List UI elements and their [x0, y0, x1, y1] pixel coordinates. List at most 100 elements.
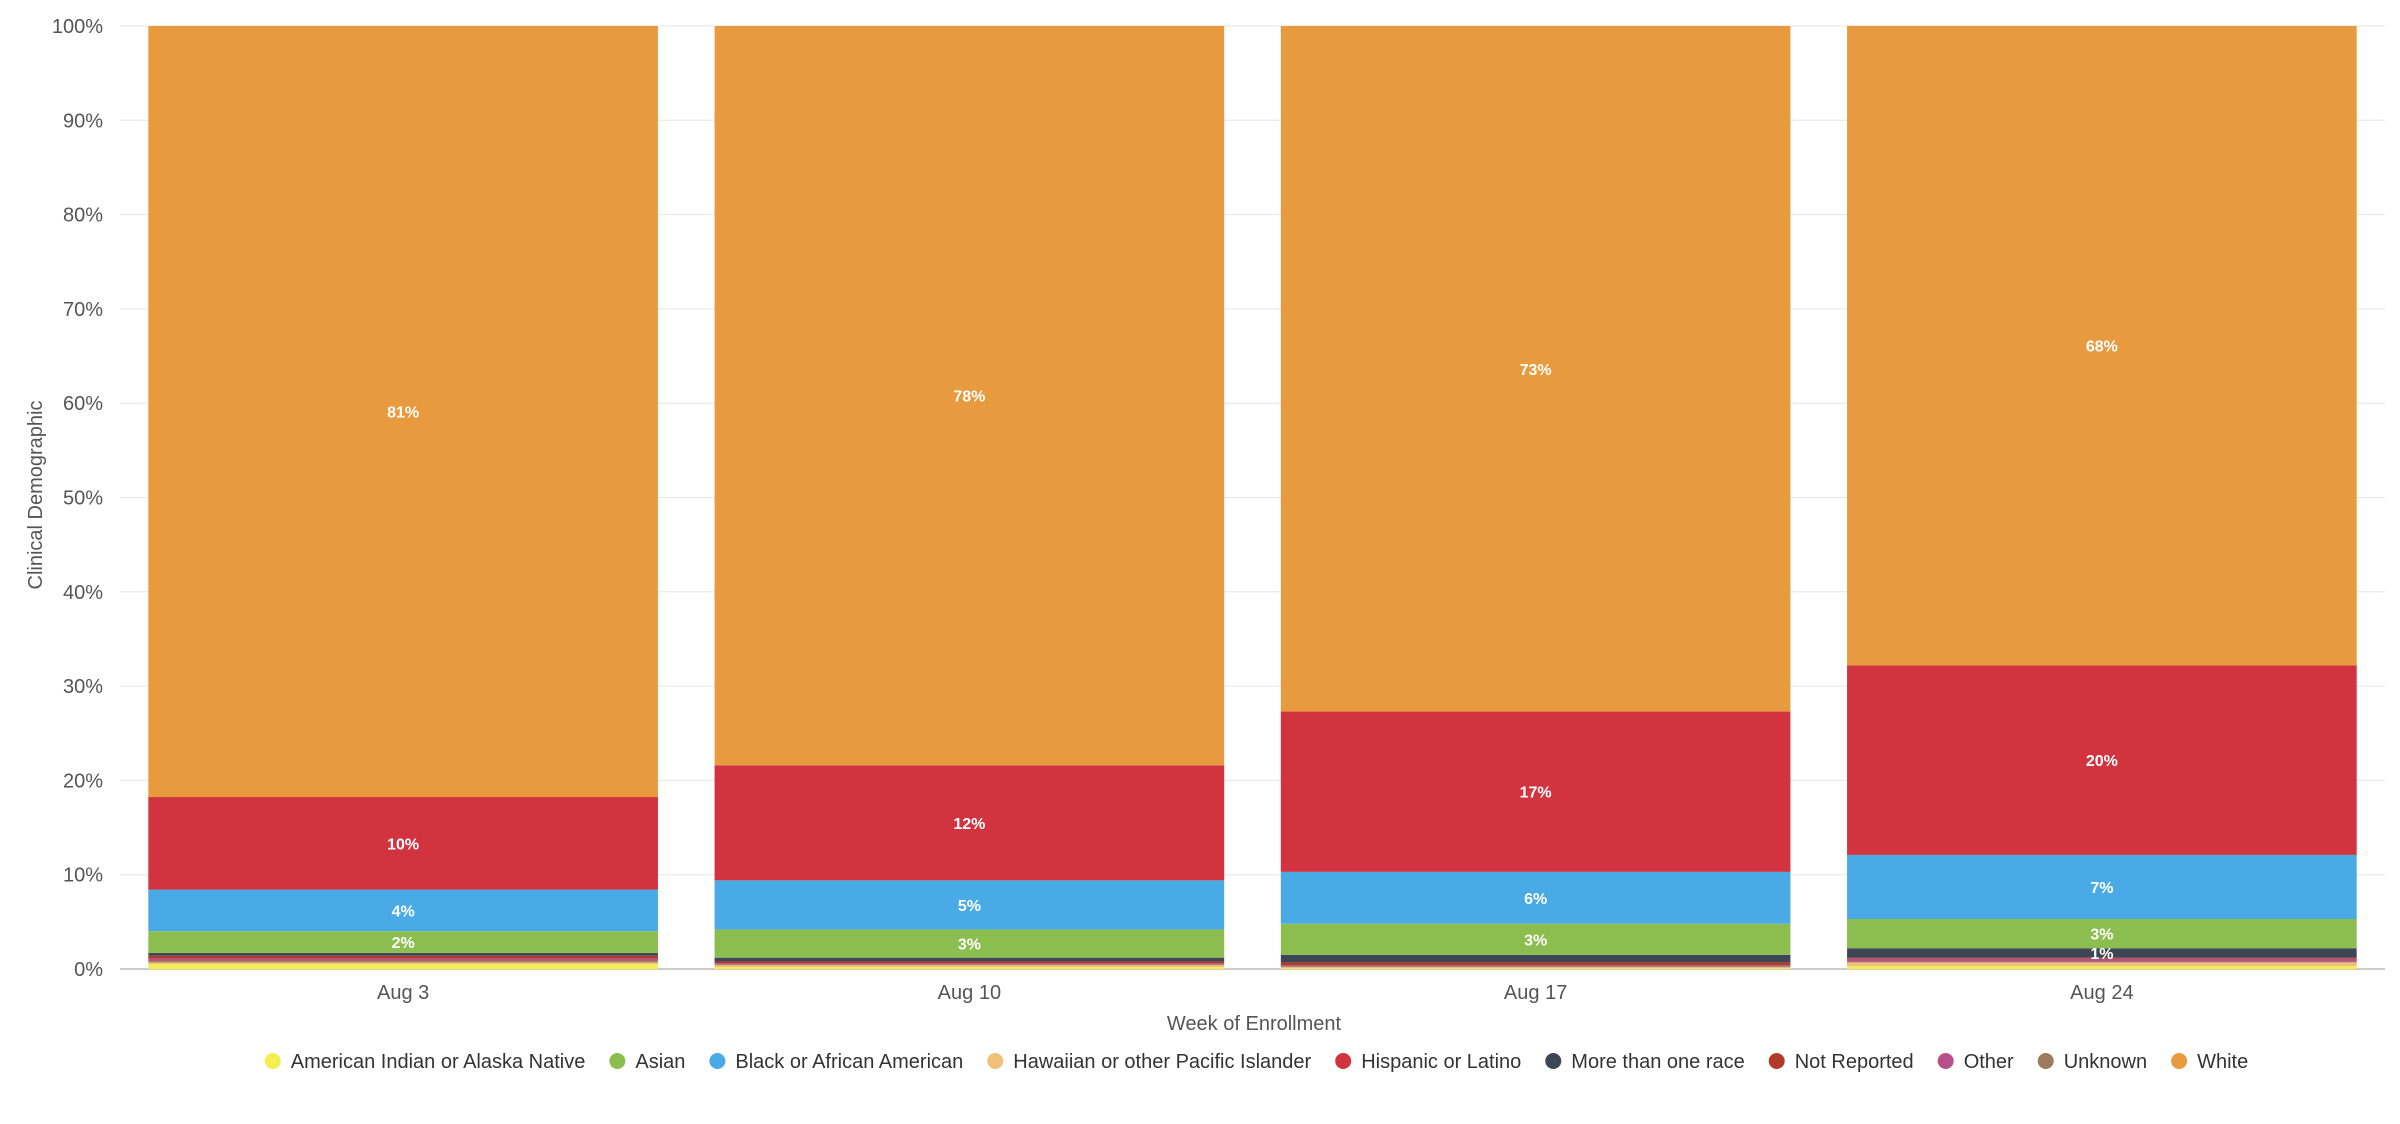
legend-marker-icon — [1545, 1053, 1562, 1069]
legend-label: Hawaiian or other Pacific Islander — [1013, 1051, 1311, 1073]
data-label: 6% — [1524, 891, 1547, 908]
bar-segment — [1847, 919, 2357, 949]
bar-segment — [148, 797, 658, 890]
bar-segment — [714, 961, 1225, 964]
data-label: 78% — [953, 389, 985, 406]
bar-segment — [148, 931, 658, 953]
bar-segment — [1847, 665, 2357, 855]
bars — [148, 26, 2357, 969]
y-tick-label: 60% — [63, 393, 103, 415]
data-labels: 2% 4% 10% 81% 3% 5% 12% 78% 3% 6% 17% 73% 1% 3% 7% 20% 6… — [387, 339, 2118, 963]
data-label: 4% — [392, 903, 415, 920]
legend-label: American Indian or Alaska Native — [291, 1051, 586, 1073]
legend-item[interactable]: White — [2171, 1051, 2248, 1073]
data-label: 1% — [2090, 946, 2113, 963]
legend-item[interactable]: Hispanic or Latino — [1335, 1051, 1521, 1073]
legend-label: Hispanic or Latino — [1361, 1051, 1521, 1073]
legend-item[interactable]: Hawaiian or other Pacific Islander — [987, 1051, 1312, 1073]
bar-segment — [1280, 962, 1791, 966]
legend-marker-icon — [709, 1053, 726, 1069]
bar-segment — [714, 880, 1225, 930]
data-label: 10% — [387, 836, 419, 853]
bar-segment — [714, 963, 1225, 965]
data-label: 3% — [958, 937, 981, 954]
y-axis-title: Clinical Demographic — [25, 401, 47, 590]
legend: American Indian or Alaska Native Asian Bla… — [264, 1051, 2248, 1073]
bar-segment — [148, 960, 658, 963]
y-axis: 0% 10% 20% 30% 40% 50% 60% 70% 80% 90% 100% — [52, 16, 103, 981]
bar-segment — [714, 965, 1225, 968]
y-tick-label: 70% — [63, 299, 103, 321]
bar-segment — [1847, 957, 2357, 959]
y-tick-label: 90% — [63, 110, 103, 132]
bar-segment — [1847, 854, 2357, 920]
bar-segment — [714, 929, 1225, 958]
bar-segment — [1280, 26, 1791, 712]
x-tick-label: Aug 17 — [1504, 982, 1567, 1004]
bar-segment — [148, 952, 658, 956]
bar-segment — [148, 889, 658, 932]
bar-segment — [1280, 871, 1791, 924]
legend-item[interactable]: Unknown — [2037, 1051, 2147, 1073]
legend-label: Not Reported — [1795, 1051, 1914, 1073]
legend-marker-icon — [1768, 1053, 1785, 1069]
y-tick-label: 80% — [63, 205, 103, 227]
data-label: 20% — [2086, 753, 2118, 770]
data-label: 17% — [1520, 785, 1552, 802]
legend-item[interactable]: Asian — [609, 1051, 685, 1073]
legend-label: Unknown — [2064, 1051, 2147, 1073]
legend-marker-icon — [1335, 1053, 1352, 1069]
legend-label: More than one race — [1571, 1051, 1744, 1073]
y-tick-label: 100% — [52, 16, 103, 38]
data-label: 3% — [2090, 927, 2113, 944]
bar-segment — [714, 765, 1225, 881]
data-label: 81% — [387, 405, 419, 422]
data-label: 73% — [1520, 362, 1552, 379]
legend-item[interactable]: More than one race — [1545, 1051, 1745, 1073]
data-label: 3% — [1524, 932, 1547, 949]
y-tick-label: 20% — [63, 770, 103, 792]
legend-label: Other — [1964, 1051, 2014, 1073]
bar-segment — [1280, 954, 1791, 963]
y-tick-label: 0% — [74, 959, 103, 981]
data-label: 2% — [392, 935, 415, 952]
bar-segment — [1280, 711, 1791, 872]
legend-label: White — [2197, 1051, 2248, 1073]
legend-marker-icon — [987, 1053, 1004, 1069]
y-tick-label: 50% — [63, 488, 103, 510]
bar-segment — [148, 26, 658, 798]
bar-segment — [714, 957, 1225, 962]
legend-marker-icon — [264, 1053, 281, 1069]
bar-segment — [148, 964, 658, 969]
legend-item[interactable]: American Indian or Alaska Native — [264, 1051, 586, 1073]
bar-segment — [1847, 958, 2357, 962]
legend-marker-icon — [2037, 1053, 2054, 1069]
bar-segment — [714, 964, 1225, 966]
y-tick-label: 30% — [63, 676, 103, 698]
legend-label: Asian — [635, 1051, 685, 1073]
bar-segment — [1280, 968, 1791, 969]
x-axis-title: Week of Enrollment — [1167, 1013, 1342, 1035]
legend-item[interactable]: Not Reported — [1768, 1051, 1914, 1073]
data-label: 68% — [2086, 339, 2118, 356]
legend-item[interactable]: Other — [1937, 1051, 2014, 1073]
x-tick-label: Aug 10 — [938, 982, 1001, 1004]
x-tick-label: Aug 3 — [377, 982, 429, 1004]
x-tick-label: Aug 24 — [2070, 982, 2133, 1004]
data-label: 12% — [953, 816, 985, 833]
bar-segment — [1280, 923, 1791, 955]
legend-marker-icon — [609, 1053, 626, 1069]
bar-segment — [1847, 961, 2357, 963]
bar-segment — [714, 967, 1225, 969]
x-axis: Aug 3 Aug 10 Aug 17 Aug 24 — [377, 982, 2134, 1004]
bar-segment — [1280, 967, 1791, 969]
legend-marker-icon — [1937, 1053, 1954, 1069]
data-label: 7% — [2090, 880, 2113, 897]
data-label: 5% — [958, 898, 981, 915]
legend-marker-icon — [2171, 1053, 2188, 1069]
legend-item[interactable]: Black or African American — [709, 1051, 963, 1073]
bar-segment — [148, 958, 658, 961]
bar-segment — [1280, 966, 1791, 968]
